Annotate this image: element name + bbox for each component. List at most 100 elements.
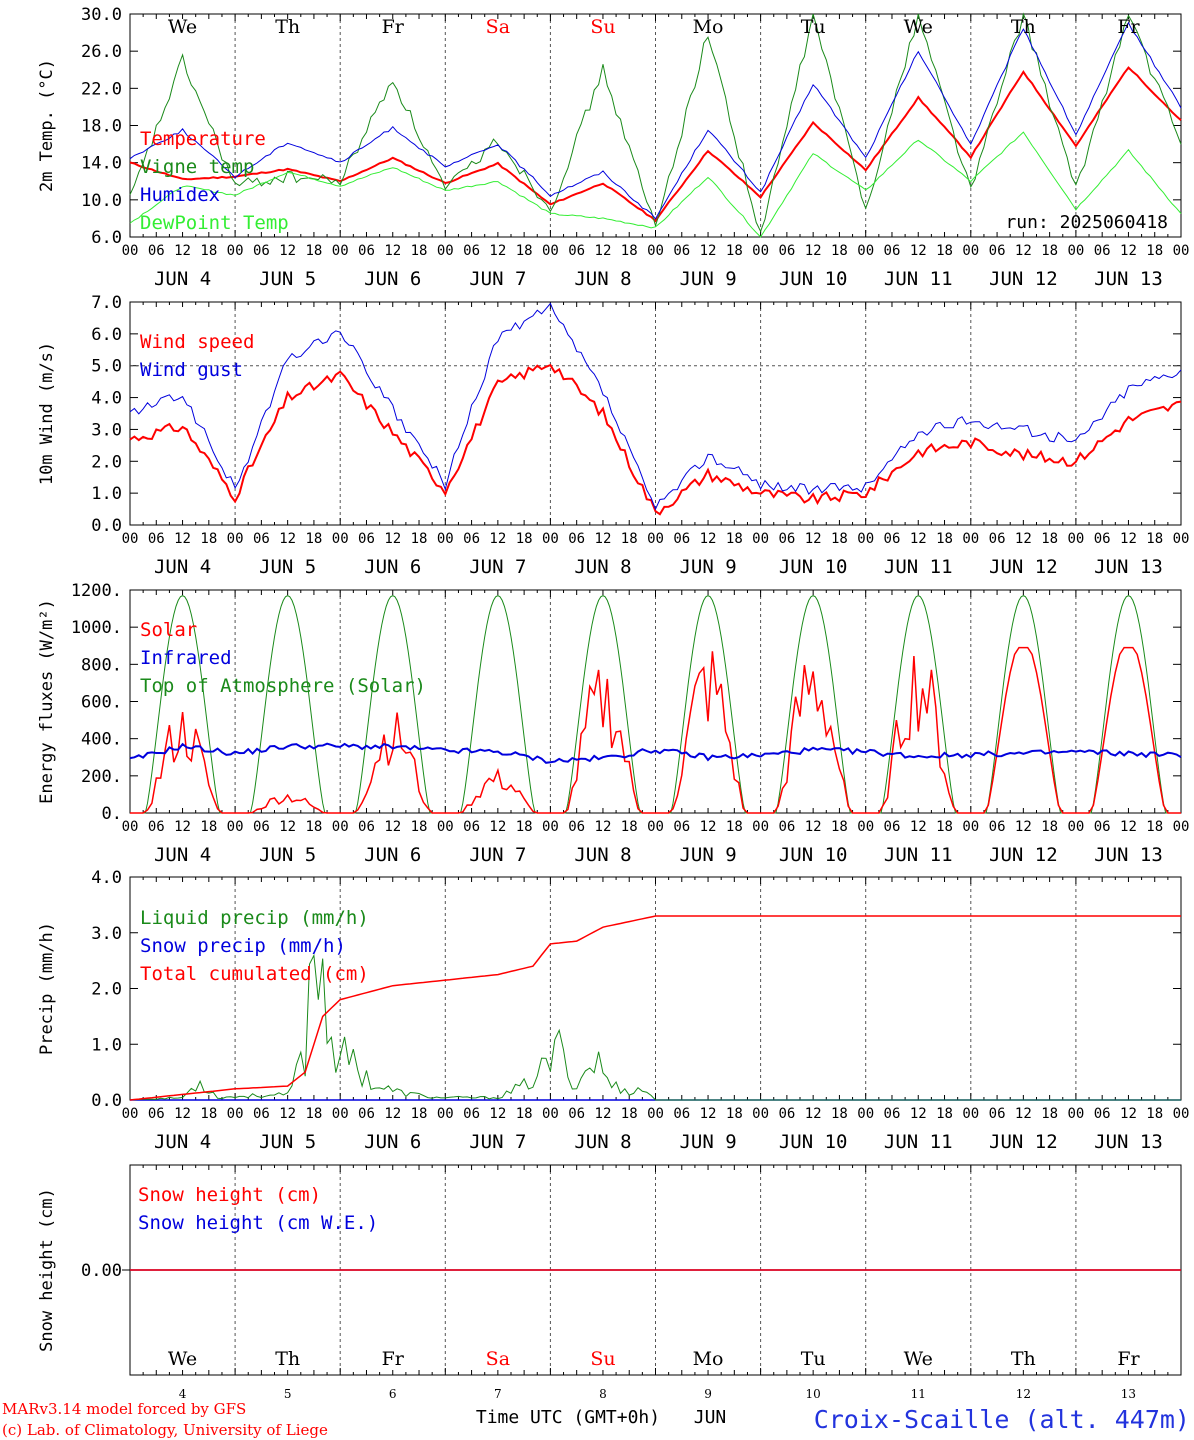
date-label: JUN 11: [884, 268, 953, 290]
y-tick-label: 22.0: [81, 79, 122, 99]
date-label: JUN 7: [469, 268, 526, 290]
hour-tick-label: 06: [884, 531, 901, 547]
hour-tick-label: 06: [989, 819, 1006, 835]
ylabel-panel-1: 2m Temp. (°C): [37, 59, 57, 192]
y-tick-label: 14.0: [81, 154, 122, 174]
y-tick-label: 4.0: [91, 868, 122, 888]
date-label: JUN 12: [989, 844, 1058, 866]
hour-tick-label: 06: [253, 819, 270, 835]
hour-tick-label: 12: [595, 531, 612, 547]
hour-tick-label: 18: [936, 819, 953, 835]
footer-month: JUN: [694, 1407, 727, 1428]
hour-tick-label: 12: [700, 819, 717, 835]
hour-tick-label: 00: [1173, 531, 1190, 547]
hour-tick-label: 18: [200, 819, 217, 835]
hour-tick-label: 00: [857, 243, 874, 259]
series-line-solar: [130, 646, 1181, 814]
series-line-dewpoint-temp: [129, 131, 1182, 238]
day-number: 6: [389, 1387, 397, 1401]
date-label: JUN 6: [364, 556, 421, 578]
legend-entry: Temperature: [140, 128, 266, 150]
hour-tick-label: 18: [726, 819, 743, 835]
hour-tick-label: 18: [936, 1106, 953, 1122]
hour-tick-label: 06: [989, 243, 1006, 259]
y-tick-label: 200.: [81, 767, 122, 787]
day-number: 7: [494, 1387, 502, 1401]
hour-tick-label: 06: [1094, 243, 1111, 259]
hour-tick-label: 06: [884, 819, 901, 835]
hour-tick-label: 00: [1067, 819, 1084, 835]
hour-tick-label: 12: [1120, 531, 1137, 547]
day-number: 12: [1016, 1387, 1031, 1401]
hour-tick-label: 12: [1015, 243, 1032, 259]
day-of-week-bottom: Tu: [801, 1348, 826, 1370]
hour-tick-label: 06: [989, 1106, 1006, 1122]
date-label: JUN 11: [884, 556, 953, 578]
run-label: run: 2025060418: [1005, 212, 1168, 233]
series-line-vigne-temp: [129, 12, 1182, 233]
date-label: JUN 10: [779, 844, 848, 866]
hour-tick-label: 18: [516, 531, 533, 547]
hour-tick-label: 12: [805, 531, 822, 547]
y-tick-label: 10.0: [81, 191, 122, 211]
date-label: JUN 10: [779, 556, 848, 578]
hour-tick-label: 00: [857, 819, 874, 835]
hour-tick-label: 18: [1041, 1106, 1058, 1122]
hour-tick-label: 12: [700, 531, 717, 547]
hour-tick-label: 06: [463, 819, 480, 835]
y-tick-label: 30.0: [81, 5, 122, 25]
date-label: JUN 6: [364, 1131, 421, 1153]
date-label: JUN 6: [364, 844, 421, 866]
hour-tick-label: 12: [910, 531, 927, 547]
hour-tick-label: 06: [358, 243, 375, 259]
date-label: JUN 9: [679, 1131, 736, 1153]
hour-tick-label: 06: [358, 531, 375, 547]
text-layer: 00 06 12 18 00 06 12 18 00 06 12 18 00 06 12 18 00 06 12 18…: [37, 5, 1189, 1401]
hour-tick-label: 18: [1146, 531, 1163, 547]
hour-tick-label: 18: [726, 531, 743, 547]
hour-tick-label: 18: [621, 243, 638, 259]
day-number: 10: [806, 1387, 821, 1401]
y-tick-label: 0.: [102, 804, 122, 824]
legend-entry: Snow precip (mm/h): [140, 935, 346, 957]
hour-tick-label: 12: [1015, 819, 1032, 835]
day-of-week-bottom: We: [904, 1348, 933, 1370]
day-of-week-top: Mo: [693, 16, 724, 38]
hour-tick-label: 00: [332, 1106, 349, 1122]
hour-tick-label: 06: [778, 819, 795, 835]
date-label: JUN 8: [574, 844, 631, 866]
hour-tick-label: 12: [174, 243, 191, 259]
hour-tick-label: 00: [227, 1106, 244, 1122]
hour-tick-label: 18: [726, 243, 743, 259]
hour-tick-label: 06: [568, 531, 585, 547]
hour-tick-label: 06: [148, 819, 165, 835]
hour-tick-label: 06: [989, 531, 1006, 547]
date-label: JUN 7: [469, 556, 526, 578]
hour-tick-label: 06: [568, 1106, 585, 1122]
day-of-week-bottom: Th: [275, 1348, 300, 1370]
y-tick-label: 1200.: [71, 581, 122, 601]
hour-tick-label: 12: [489, 1106, 506, 1122]
hour-tick-label: 00: [122, 243, 139, 259]
day-of-week-top: Su: [590, 16, 615, 38]
hour-tick-label: 06: [568, 819, 585, 835]
day-of-week-bottom: We: [168, 1348, 197, 1370]
day-of-week-top: We: [904, 16, 933, 38]
hour-tick-label: 12: [1120, 243, 1137, 259]
y-tick-label: 0.0: [91, 1091, 122, 1111]
hour-tick-label: 18: [831, 243, 848, 259]
hour-tick-label: 06: [884, 243, 901, 259]
hour-tick-label: 06: [1094, 819, 1111, 835]
hour-tick-label: 06: [148, 243, 165, 259]
hour-tick-label: 06: [884, 1106, 901, 1122]
ylabel-panel-4: Precip (mm/h): [37, 922, 57, 1055]
day-number: 11: [911, 1387, 926, 1401]
date-label: JUN 10: [779, 268, 848, 290]
day-of-week-bottom: Sa: [486, 1348, 510, 1370]
hour-tick-label: 12: [595, 243, 612, 259]
hour-tick-label: 06: [463, 243, 480, 259]
hour-tick-label: 18: [200, 243, 217, 259]
hour-tick-label: 18: [1041, 243, 1058, 259]
date-label: JUN 12: [989, 556, 1058, 578]
